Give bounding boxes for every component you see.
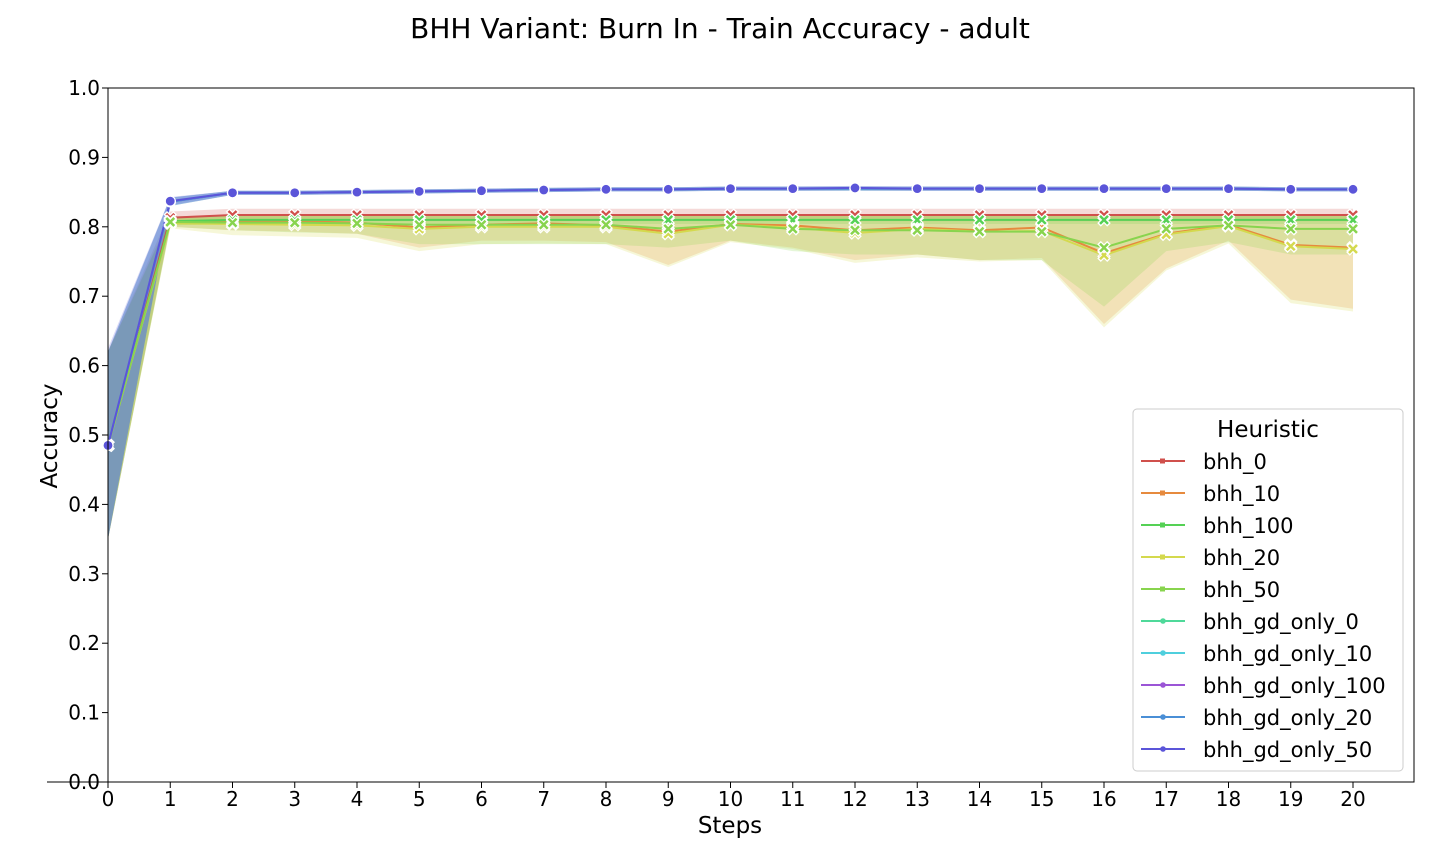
point-bhh_gd_only_50-10	[726, 184, 736, 194]
x-tick-label-2: 2	[226, 787, 239, 811]
x-tick-label-5: 5	[413, 787, 426, 811]
x-tick-label-8: 8	[600, 787, 613, 811]
y-axis-label: Accuracy	[37, 383, 63, 488]
point-bhh_100-12	[850, 215, 860, 225]
x-tick-label-18: 18	[1216, 787, 1241, 811]
legend-label: bhh_gd_only_0	[1203, 610, 1359, 635]
point-bhh_50-11	[788, 224, 798, 234]
y-tick-label-0: 0.0	[68, 770, 100, 794]
y-tick-label-8: 0.8	[68, 215, 100, 239]
point-bhh_gd_only_50-11	[788, 184, 798, 194]
point-bhh_100-15	[1037, 215, 1047, 225]
point-bhh_20-19	[1286, 241, 1296, 251]
legend-title: Heuristic	[1217, 417, 1319, 443]
y-tick-label-4: 0.4	[68, 492, 100, 516]
point-bhh_50-3	[290, 218, 300, 228]
point-bhh_50-10	[726, 220, 736, 230]
x-tick-label-19: 19	[1278, 787, 1303, 811]
point-bhh_50-5	[414, 220, 424, 230]
point-bhh_50-4	[352, 218, 362, 228]
x-tick-label-20: 20	[1340, 787, 1365, 811]
point-bhh_50-1	[165, 217, 175, 227]
x-axis-label: Steps	[698, 813, 762, 839]
x-tick-label-16: 16	[1091, 787, 1116, 811]
point-bhh_100-16	[1099, 215, 1109, 225]
legend-label: bhh_0	[1203, 450, 1267, 475]
y-tick-label-6: 0.6	[68, 354, 100, 378]
point-bhh_50-17	[1161, 224, 1171, 234]
x-tick-label-13: 13	[905, 787, 930, 811]
point-bhh_gd_only_50-4	[352, 187, 362, 197]
chart-title: BHH Variant: Burn In - Train Accuracy - …	[410, 12, 1030, 45]
x-tick-label-7: 7	[537, 787, 550, 811]
legend-label: bhh_gd_only_50	[1203, 738, 1372, 763]
x-tick-label-10: 10	[718, 787, 743, 811]
point-bhh_gd_only_50-19	[1286, 184, 1296, 194]
point-bhh_50-19	[1286, 224, 1296, 234]
x-tick-label-6: 6	[475, 787, 488, 811]
legend-label: bhh_20	[1203, 546, 1280, 571]
y-ticks: 0.0 0.1 0.2 0.3 0.4 0.5 0.6 0.7 0.8 0.9 1.0	[68, 76, 108, 794]
legend-label: bhh_50	[1203, 578, 1280, 603]
x-tick-label-0: 0	[102, 787, 115, 811]
y-tick-label-7: 0.7	[68, 284, 100, 308]
point-bhh_100-14	[975, 215, 985, 225]
point-bhh_gd_only_50-3	[290, 188, 300, 198]
x-tick-label-1: 1	[164, 787, 177, 811]
x-tick-label-14: 14	[967, 787, 992, 811]
point-bhh_gd_only_50-1	[165, 196, 175, 206]
y-tick-label-9: 0.9	[68, 145, 100, 169]
y-tick-label-10: 1.0	[68, 76, 100, 100]
point-bhh_gd_only_50-13	[912, 184, 922, 194]
y-tick-label-3: 0.3	[68, 562, 100, 586]
point-bhh_gd_only_50-8	[601, 184, 611, 194]
legend-label: bhh_10	[1203, 482, 1280, 507]
point-bhh_50-6	[477, 220, 487, 230]
point-bhh_20-20	[1348, 244, 1358, 254]
point-bhh_gd_only_50-7	[539, 185, 549, 195]
point-bhh_gd_only_50-17	[1161, 184, 1171, 194]
point-bhh_gd_only_50-20	[1348, 184, 1358, 194]
x-tick-label-15: 15	[1029, 787, 1054, 811]
point-bhh_gd_only_50-2	[228, 188, 238, 198]
y-tick-label-5: 0.5	[68, 423, 100, 447]
point-bhh_50-15	[1037, 227, 1047, 237]
x-tick-label-17: 17	[1154, 787, 1179, 811]
x-ticks: 0 1 2 3 4 5 6 7 8 9 10 11 12 13 14 15 16 17 18 19 20	[102, 782, 1366, 811]
point-bhh_gd_only_50-14	[975, 184, 985, 194]
y-tick-label-1: 0.1	[68, 701, 100, 725]
point-bhh_gd_only_50-5	[414, 186, 424, 196]
point-bhh_gd_only_50-15	[1037, 184, 1047, 194]
point-bhh_gd_only_50-9	[663, 184, 673, 194]
x-tick-label-11: 11	[780, 787, 805, 811]
point-bhh_50-14	[975, 227, 985, 237]
x-tick-label-12: 12	[842, 787, 867, 811]
point-bhh_gd_only_50-12	[850, 183, 860, 193]
point-bhh_50-12	[850, 225, 860, 235]
point-bhh_gd_only_50-16	[1099, 184, 1109, 194]
x-tick-label-3: 3	[288, 787, 301, 811]
point-bhh_50-13	[912, 225, 922, 235]
x-tick-label-9: 9	[662, 787, 675, 811]
point-bhh_50-8	[601, 220, 611, 230]
point-bhh_50-16	[1099, 243, 1109, 253]
point-bhh_50-9	[663, 224, 673, 234]
point-bhh_50-7	[539, 220, 549, 230]
x-tick-label-4: 4	[351, 787, 364, 811]
legend-label: bhh_gd_only_10	[1203, 642, 1372, 667]
point-bhh_50-2	[228, 218, 238, 228]
legend-label: bhh_gd_only_100	[1203, 674, 1386, 699]
point-bhh_50-20	[1348, 224, 1358, 234]
legend-label: bhh_gd_only_20	[1203, 706, 1372, 731]
legend: Heuristic bhh_0 bhh_10 bhh_100 bhh_20 bhh_50…	[1133, 409, 1403, 771]
point-bhh_gd_only_50-6	[477, 186, 487, 196]
point-bhh_gd_only_50-18	[1224, 184, 1234, 194]
legend-label: bhh_100	[1203, 514, 1294, 539]
y-tick-label-2: 0.2	[68, 631, 100, 655]
point-bhh_50-18	[1224, 220, 1234, 230]
